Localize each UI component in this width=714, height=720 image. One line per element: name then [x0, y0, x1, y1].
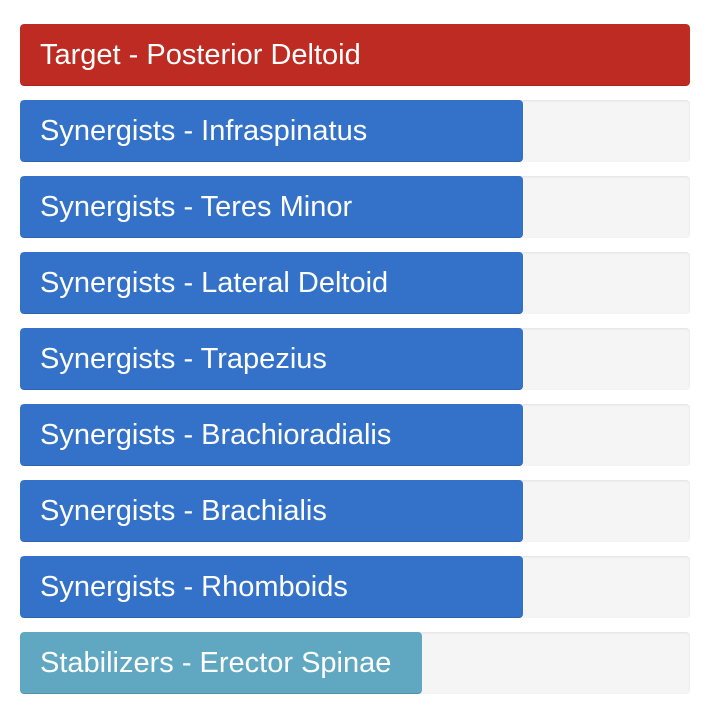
muscle-bar-synergist-lateral-deltoid: Synergists - Lateral Deltoid	[20, 252, 690, 314]
muscle-bar-synergist-brachialis: Synergists - Brachialis	[20, 480, 690, 542]
muscle-bar-label: Synergists - Rhomboids	[40, 571, 348, 603]
muscle-bar-fill	[20, 328, 523, 390]
muscle-bar-synergist-rhomboids: Synergists - Rhomboids	[20, 556, 690, 618]
muscle-bar-synergist-trapezius: Synergists - Trapezius	[20, 328, 690, 390]
muscle-bar-fill	[20, 24, 690, 86]
muscle-bar-fill	[20, 632, 422, 694]
muscle-bar-synergist-infraspinatus: Synergists - Infraspinatus	[20, 100, 690, 162]
muscle-bar-fill	[20, 404, 523, 466]
muscle-bar-label: Synergists - Brachioradialis	[40, 419, 392, 451]
muscle-bar-synergist-brachioradialis: Synergists - Brachioradialis	[20, 404, 690, 466]
muscle-bar-target-posterior-deltoid: Target - Posterior Deltoid	[20, 24, 690, 86]
muscle-bar-label: Synergists - Brachialis	[40, 495, 327, 527]
muscle-bar-label: Synergists - Infraspinatus	[40, 115, 368, 147]
muscle-bar-fill	[20, 176, 523, 238]
muscle-bar-label: Synergists - Trapezius	[40, 343, 327, 375]
muscle-bar-synergist-teres-minor: Synergists - Teres Minor	[20, 176, 690, 238]
muscle-bar-label: Stabilizers - Erector Spinae	[40, 647, 392, 679]
muscle-bar-fill	[20, 556, 523, 618]
muscle-bar-fill	[20, 480, 523, 542]
muscle-bar-label: Target - Posterior Deltoid	[40, 39, 361, 71]
muscle-bar-stabilizer-erector-spinae: Stabilizers - Erector Spinae	[20, 632, 690, 694]
muscle-bar-label: Synergists - Teres Minor	[40, 191, 353, 223]
muscle-bar-fill	[20, 252, 523, 314]
muscle-activation-list: Target - Posterior Deltoid Synergists - …	[20, 24, 690, 708]
muscle-bar-label: Synergists - Lateral Deltoid	[40, 267, 389, 299]
muscle-bar-fill	[20, 100, 523, 162]
